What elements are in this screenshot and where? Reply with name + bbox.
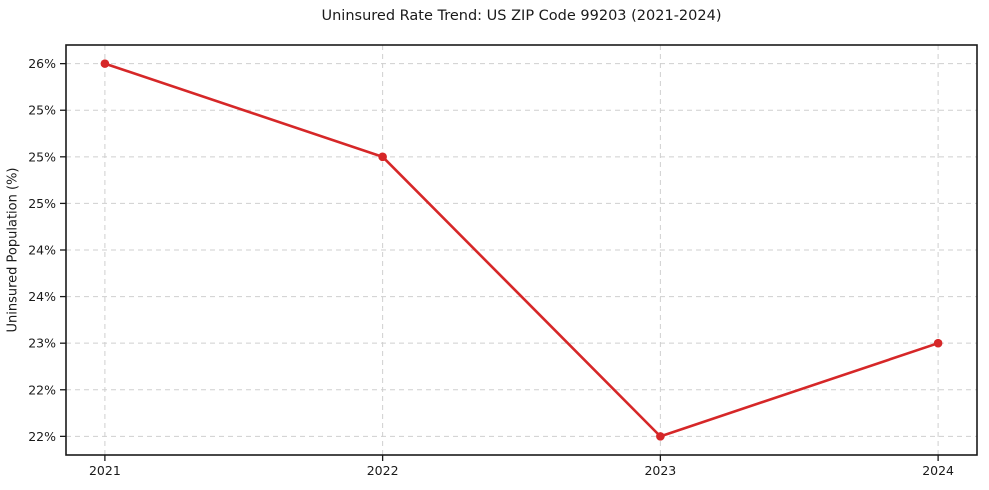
y-tick-label: 26% xyxy=(28,56,56,71)
data-point xyxy=(656,432,665,441)
trend-line xyxy=(103,62,940,438)
data-point xyxy=(100,59,110,68)
data-point xyxy=(378,152,387,162)
x-tick-label: 2022 xyxy=(367,463,399,478)
y-tick-label: 22% xyxy=(28,429,56,444)
y-tick-label: 25% xyxy=(28,103,56,118)
y-tick-label: 23% xyxy=(28,336,56,351)
y-tick-label: 24% xyxy=(28,289,56,304)
x-tick-label: 2021 xyxy=(89,463,121,478)
y-tick-label: 24% xyxy=(28,243,56,258)
y-tick-label: 25% xyxy=(28,149,56,164)
x-tick-label: 2024 xyxy=(922,463,954,478)
y-tick-label: 25% xyxy=(28,196,56,211)
data-point xyxy=(933,338,943,348)
x-tick-label: 2023 xyxy=(644,463,676,478)
y-tick-label: 22% xyxy=(28,382,56,397)
chart-title: Uninsured Rate Trend: US ZIP Code 99203 … xyxy=(321,8,722,24)
